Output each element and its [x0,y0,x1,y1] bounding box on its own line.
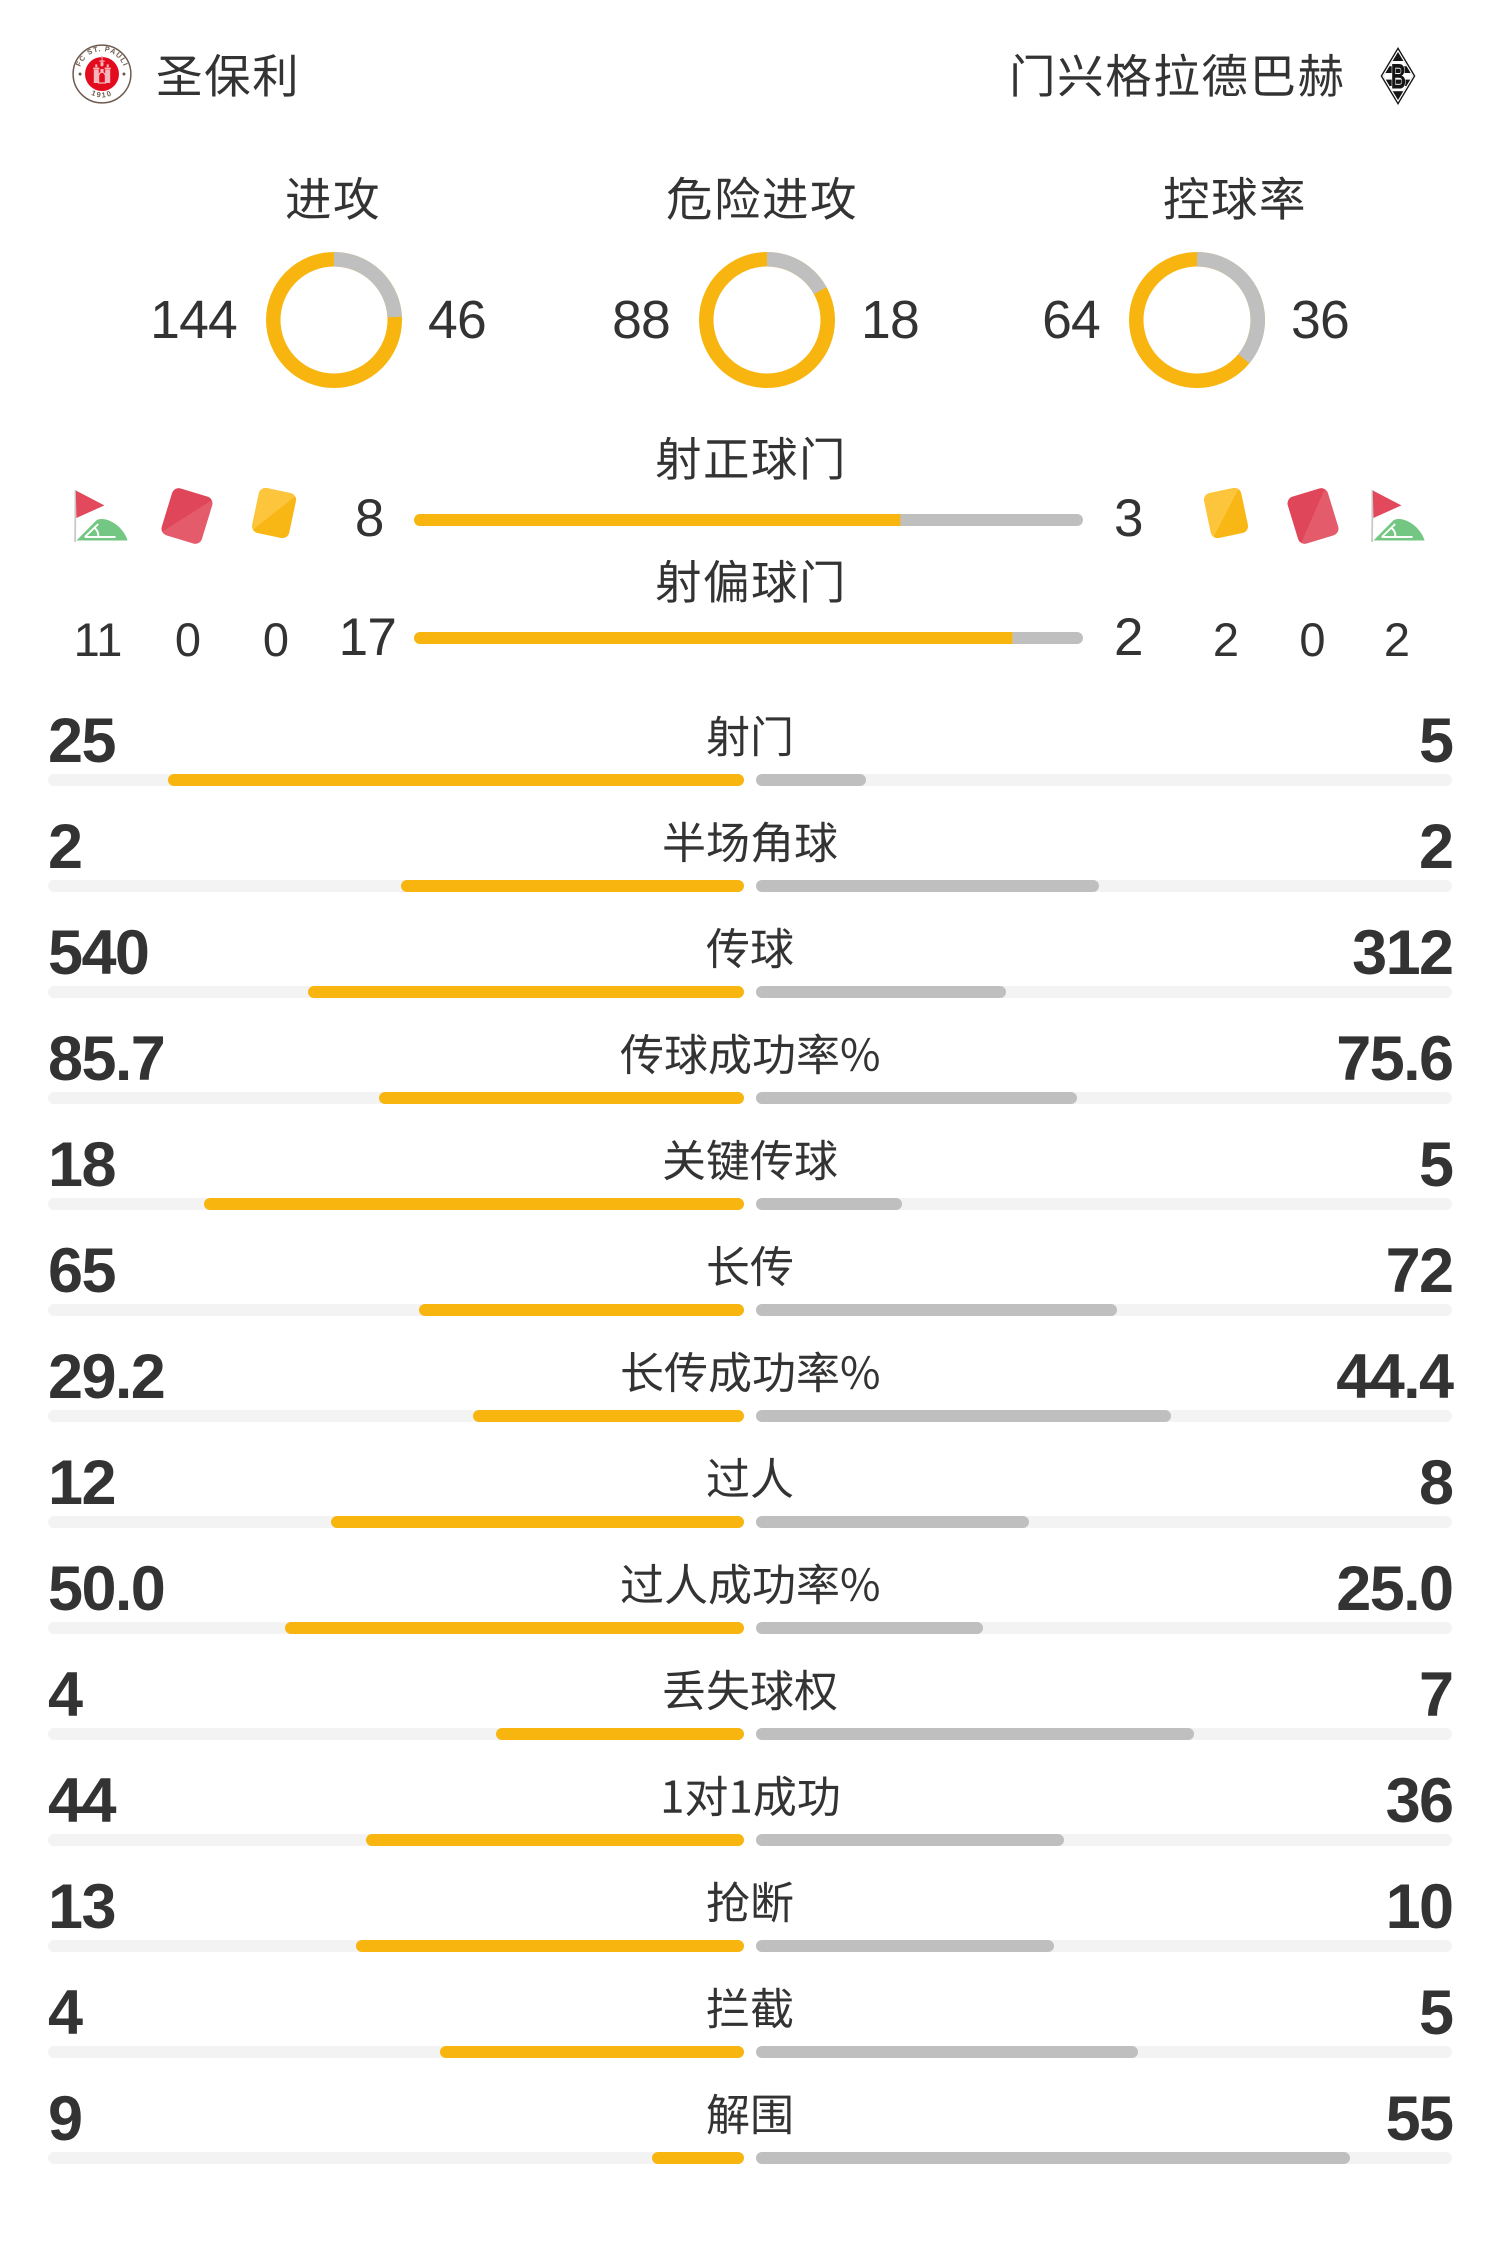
svg-text:1910: 1910 [90,88,114,99]
svg-text:B: B [1391,58,1406,97]
